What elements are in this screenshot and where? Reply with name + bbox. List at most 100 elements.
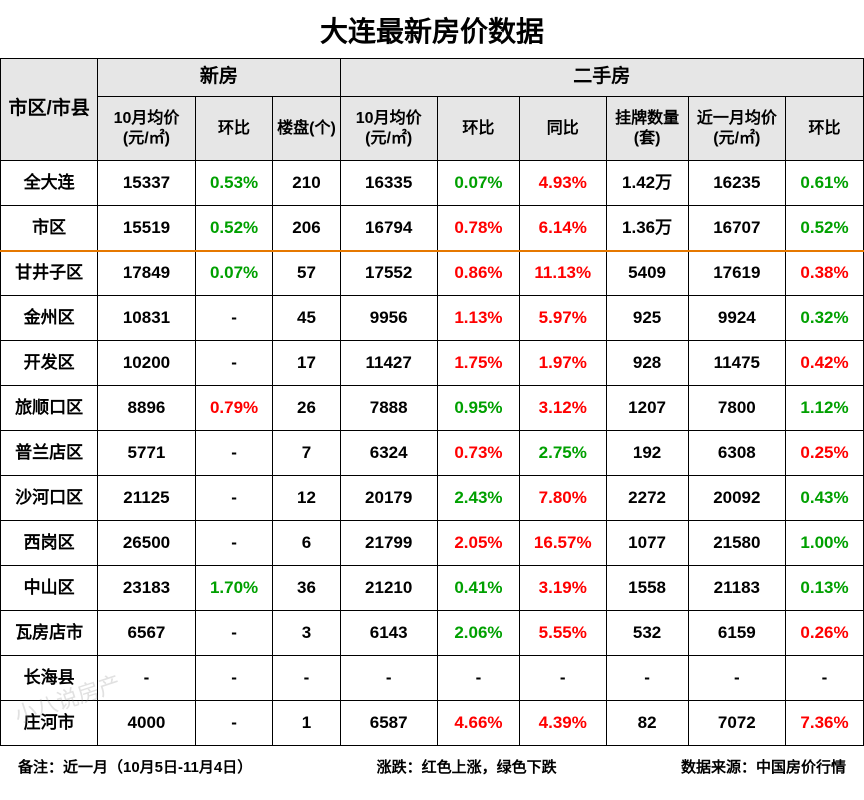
cell-u-mom: 0.78% [437, 206, 519, 251]
cell-u-mom: 0.86% [437, 251, 519, 296]
header-used-group: 二手房 [340, 59, 863, 97]
cell-u-rprice: 16707 [688, 206, 785, 251]
region: 甘井子区 [1, 251, 98, 296]
cell-n-mom: - [195, 701, 273, 746]
region: 全大连 [1, 161, 98, 206]
cell-u-yoy: 1.97% [520, 341, 607, 386]
cell-u-mom: 0.07% [437, 161, 519, 206]
cell-u-price: 16794 [340, 206, 437, 251]
cell-u-price: 21210 [340, 566, 437, 611]
cell-u-mom: - [437, 656, 519, 701]
table-row: 甘井子区178490.07%57175520.86%11.13%54091761… [1, 251, 864, 296]
cell-u-price: - [340, 656, 437, 701]
cell-u-yoy: 3.12% [520, 386, 607, 431]
cell-u-rmom: 0.38% [785, 251, 863, 296]
cell-u-yoy: 16.57% [520, 521, 607, 566]
cell-u-mom: 0.73% [437, 431, 519, 476]
cell-u-rmom: 0.42% [785, 341, 863, 386]
cell-n-price: 6567 [98, 611, 195, 656]
table-row: 旅顺口区88960.79%2678880.95%3.12%120778001.1… [1, 386, 864, 431]
cell-u-mom: 2.43% [437, 476, 519, 521]
table-row: 长海县--------- [1, 656, 864, 701]
cell-u-price: 7888 [340, 386, 437, 431]
cell-n-count: 3 [273, 611, 340, 656]
header-new-price: 10月均价(元/㎡) [98, 97, 195, 161]
cell-n-count: - [273, 656, 340, 701]
cell-u-list: 1207 [606, 386, 688, 431]
cell-n-mom: 0.52% [195, 206, 273, 251]
cell-u-list: 928 [606, 341, 688, 386]
cell-u-list: 1.36万 [606, 206, 688, 251]
cell-u-price: 21799 [340, 521, 437, 566]
cell-n-count: 210 [273, 161, 340, 206]
header-used-recent-mom: 环比 [785, 97, 863, 161]
cell-u-price: 11427 [340, 341, 437, 386]
table-row: 西岗区26500-6217992.05%16.57%1077215801.00% [1, 521, 864, 566]
cell-u-rmom: 1.12% [785, 386, 863, 431]
cell-u-price: 16335 [340, 161, 437, 206]
cell-u-rmom: 0.52% [785, 206, 863, 251]
cell-u-rprice: 21580 [688, 521, 785, 566]
cell-n-price: 4000 [98, 701, 195, 746]
cell-u-mom: 2.05% [437, 521, 519, 566]
cell-u-list: - [606, 656, 688, 701]
region: 旅顺口区 [1, 386, 98, 431]
region: 瓦房店市 [1, 611, 98, 656]
region: 中山区 [1, 566, 98, 611]
cell-u-rprice: 7800 [688, 386, 785, 431]
cell-n-count: 26 [273, 386, 340, 431]
price-table: 市区/市县 新房 二手房 10月均价(元/㎡) 环比 楼盘(个) 10月均价(元… [0, 58, 864, 746]
region: 沙河口区 [1, 476, 98, 521]
cell-u-rmom: 0.32% [785, 296, 863, 341]
cell-u-mom: 1.13% [437, 296, 519, 341]
region: 开发区 [1, 341, 98, 386]
cell-u-rprice: 7072 [688, 701, 785, 746]
cell-u-rprice: 17619 [688, 251, 785, 296]
cell-n-mom: 0.79% [195, 386, 273, 431]
cell-u-price: 6324 [340, 431, 437, 476]
cell-n-count: 6 [273, 521, 340, 566]
cell-n-price: 5771 [98, 431, 195, 476]
header-used-yoy: 同比 [520, 97, 607, 161]
cell-n-mom: - [195, 296, 273, 341]
cell-u-yoy: 4.93% [520, 161, 607, 206]
cell-n-mom: - [195, 341, 273, 386]
cell-u-list: 1077 [606, 521, 688, 566]
cell-u-rprice: - [688, 656, 785, 701]
region: 庄河市 [1, 701, 98, 746]
region: 金州区 [1, 296, 98, 341]
cell-u-yoy: 2.75% [520, 431, 607, 476]
cell-u-rprice: 6308 [688, 431, 785, 476]
cell-u-list: 1.42万 [606, 161, 688, 206]
cell-n-mom: - [195, 521, 273, 566]
footer: 备注：近一月（10月5日-11月4日） 涨跌：红色上涨，绿色下跌 数据来源：中国… [0, 746, 864, 777]
cell-n-mom: 1.70% [195, 566, 273, 611]
region: 西岗区 [1, 521, 98, 566]
cell-u-rprice: 21183 [688, 566, 785, 611]
table-row: 沙河口区21125-12201792.43%7.80%2272200920.43… [1, 476, 864, 521]
cell-u-list: 1558 [606, 566, 688, 611]
cell-n-mom: 0.07% [195, 251, 273, 296]
cell-u-list: 82 [606, 701, 688, 746]
cell-n-count: 36 [273, 566, 340, 611]
cell-n-count: 7 [273, 431, 340, 476]
table-row: 中山区231831.70%36212100.41%3.19%1558211830… [1, 566, 864, 611]
cell-u-price: 17552 [340, 251, 437, 296]
cell-n-mom: - [195, 431, 273, 476]
header-new-count: 楼盘(个) [273, 97, 340, 161]
cell-u-mom: 4.66% [437, 701, 519, 746]
table-row: 金州区10831-4599561.13%5.97%92599240.32% [1, 296, 864, 341]
cell-u-rmom: 0.26% [785, 611, 863, 656]
cell-n-price: 10200 [98, 341, 195, 386]
header-used-listings: 挂牌数量(套) [606, 97, 688, 161]
cell-u-price: 6587 [340, 701, 437, 746]
cell-n-price: 17849 [98, 251, 195, 296]
cell-n-mom: 0.53% [195, 161, 273, 206]
cell-n-price: 15337 [98, 161, 195, 206]
cell-n-mom: - [195, 656, 273, 701]
cell-u-rprice: 20092 [688, 476, 785, 521]
cell-n-mom: - [195, 611, 273, 656]
cell-u-rmom: 7.36% [785, 701, 863, 746]
cell-u-rmom: - [785, 656, 863, 701]
cell-u-yoy: 11.13% [520, 251, 607, 296]
